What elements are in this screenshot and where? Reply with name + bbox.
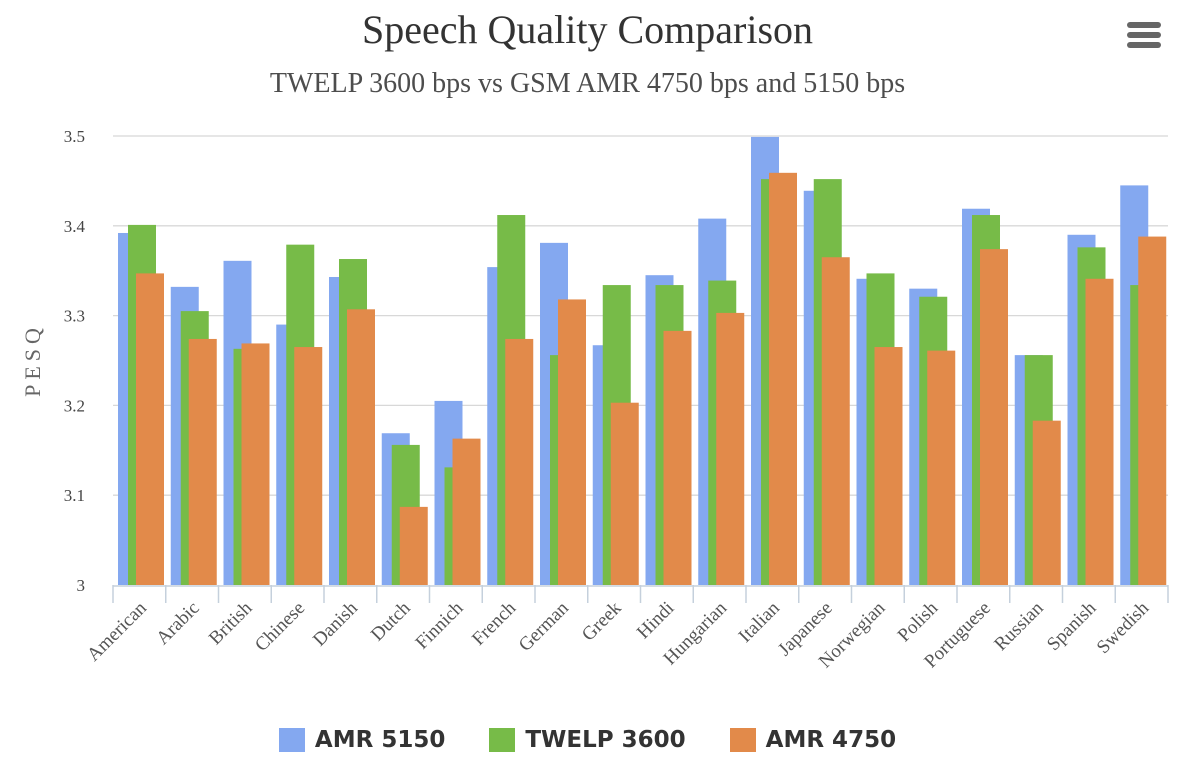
bar-amr-4750-dutch[interactable] [399, 506, 428, 585]
bar-amr-4750-german[interactable] [558, 299, 586, 585]
x-tick-label: Spanish [1043, 597, 1101, 655]
y-tick-label: 3.4 [64, 217, 86, 236]
bar-amr-4750-chinese[interactable] [294, 347, 323, 585]
legend-label: AMR 5150 [314, 727, 446, 753]
legend-item-amr-4750[interactable]: AMR 4750 [729, 727, 897, 753]
y-tick-label: 3.5 [64, 127, 85, 146]
bar-amr-4750-hungarian[interactable] [716, 312, 745, 585]
legend-swatch [489, 728, 516, 752]
x-tick-label: Dutch [367, 597, 415, 645]
bar-amr-4750-hindi[interactable] [663, 330, 692, 585]
menu-line [1127, 22, 1161, 28]
x-tick-label: French [468, 597, 521, 650]
y-tick-label: 3.2 [64, 396, 85, 415]
y-axis-ticks: 3 3.1 3.2 3.3 3.4 3.5 [64, 127, 86, 595]
x-tick-label: British [205, 597, 257, 649]
x-tick-label: Greek [578, 597, 626, 645]
x-tick-label: Polish [894, 597, 943, 646]
y-tick-label: 3 [77, 576, 86, 595]
bar-amr-4750-swedish[interactable] [1138, 236, 1167, 586]
chart-subtitle: TWELP 3600 bps vs GSM AMR 4750 bps and 5… [269, 68, 906, 99]
bar-amr-4750-finnich[interactable] [452, 438, 481, 585]
x-tick-label: Arabic [152, 598, 203, 649]
legend-swatch [729, 728, 756, 752]
legend-swatch [278, 728, 305, 752]
x-tick-label: Chinese [251, 598, 309, 656]
menu-line [1127, 42, 1161, 48]
legend-item-twelp-3600[interactable]: TWELP 3600 [489, 727, 686, 753]
bar-amr-4750-greek[interactable] [610, 402, 639, 585]
legend: AMR 5150 TWELP 3600 AMR 4750 [0, 727, 1175, 753]
bar-amr-4750-russian[interactable] [1032, 420, 1061, 585]
bar-amr-4750-british[interactable] [241, 343, 270, 585]
legend-label: AMR 4750 [765, 727, 897, 753]
hamburger-menu-icon[interactable] [1124, 22, 1164, 56]
y-tick-label: 3.1 [64, 486, 85, 505]
legend-item-amr-5150[interactable]: AMR 5150 [278, 727, 446, 753]
y-axis-title: PESQ [20, 323, 45, 397]
x-axis [112, 585, 1169, 603]
bar-amr-4750-danish[interactable] [347, 309, 375, 585]
chart-title: Speech Quality Comparison [361, 7, 814, 52]
legend-label: TWELP 3600 [525, 727, 686, 753]
y-tick-label: 3.3 [64, 307, 85, 326]
bar-amr-4750-american[interactable] [136, 273, 164, 585]
x-tick-label: Russian [990, 597, 1048, 655]
x-tick-label: German [515, 597, 573, 655]
bars [118, 136, 1167, 586]
gridlines [113, 135, 1168, 496]
bar-amr-4750-spanish[interactable] [1085, 278, 1114, 585]
bar-amr-4750-polish[interactable] [927, 350, 956, 585]
x-tick-label: Hindi [633, 598, 678, 643]
bar-amr-4750-italian[interactable] [769, 172, 797, 585]
bar-amr-4750-norwegian[interactable] [874, 347, 903, 585]
x-tick-label: American [83, 597, 151, 665]
menu-line [1127, 32, 1161, 38]
x-tick-label: Finnich [412, 597, 468, 653]
x-tick-label: Danish [309, 597, 362, 650]
bar-amr-4750-portuguese[interactable] [980, 249, 1008, 585]
bar-amr-4750-japanese[interactable] [821, 257, 850, 585]
bar-amr-4750-arabic[interactable] [188, 338, 217, 585]
x-tick-label: Italian [735, 597, 785, 647]
x-tick-label: Swedish [1093, 597, 1154, 658]
bar-amr-4750-french[interactable] [505, 338, 534, 585]
